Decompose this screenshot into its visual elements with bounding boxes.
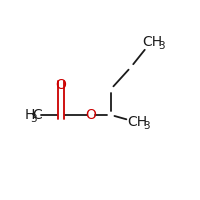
Text: O: O	[56, 78, 66, 92]
Text: O: O	[86, 108, 96, 122]
Text: CH: CH	[143, 35, 163, 49]
Text: C: C	[32, 108, 42, 122]
Text: H: H	[25, 108, 35, 122]
Text: 3: 3	[30, 114, 36, 124]
Text: 3: 3	[143, 121, 150, 131]
Text: 3: 3	[158, 41, 165, 51]
Text: CH: CH	[128, 115, 148, 129]
